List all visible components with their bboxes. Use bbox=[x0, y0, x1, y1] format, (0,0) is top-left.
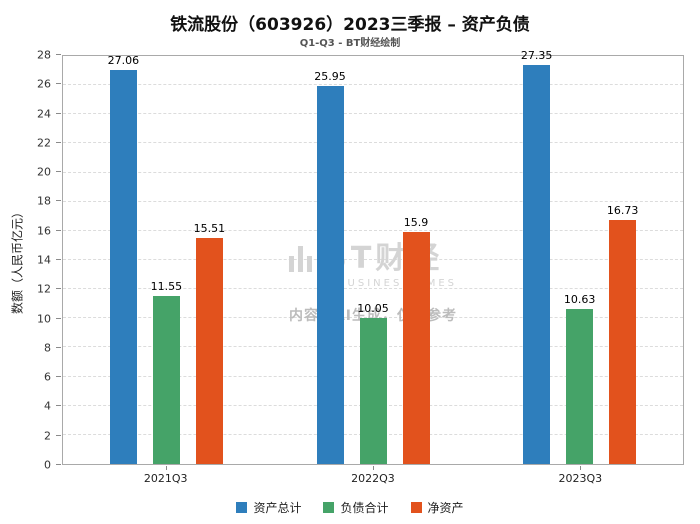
y-tick-mark bbox=[56, 171, 61, 173]
bar-rect bbox=[316, 85, 344, 464]
y-tick-mark bbox=[56, 405, 61, 407]
gridline bbox=[63, 142, 683, 144]
bar-rect bbox=[109, 69, 137, 464]
legend-label: 负债合计 bbox=[340, 501, 389, 515]
y-tick-label: 4 bbox=[44, 399, 51, 413]
y-tick-label: 2 bbox=[44, 429, 51, 443]
bar-rect bbox=[523, 65, 551, 464]
legend-item-净资产: 净资产 bbox=[410, 499, 464, 516]
y-tick-mark bbox=[56, 141, 61, 143]
y-tick-mark bbox=[56, 200, 61, 202]
legend-swatch bbox=[236, 502, 248, 513]
gridline bbox=[63, 288, 683, 290]
gridline bbox=[63, 229, 683, 231]
bar-value-label: 27.06 bbox=[107, 53, 140, 67]
y-tick-label: 16 bbox=[37, 224, 51, 238]
legend-label: 资产总计 bbox=[253, 501, 302, 515]
y-tick-label: 26 bbox=[37, 77, 51, 91]
bar-value-label: 25.95 bbox=[314, 69, 346, 83]
y-tick-mark bbox=[56, 112, 61, 114]
x-tick-mark bbox=[165, 466, 167, 470]
y-tick-mark bbox=[56, 317, 61, 319]
x-tick-mark bbox=[373, 466, 374, 470]
plot-area: BT财经 BUSINESSTIMES 内容由AI生成，仅供参考 27.06 11.… bbox=[62, 50, 684, 465]
bar-value-label: 10.63 bbox=[563, 293, 596, 307]
bar-2021Q3-资产总计: 27.06 bbox=[108, 54, 139, 464]
bar-rect bbox=[566, 309, 594, 464]
y-tick-mark bbox=[56, 346, 61, 348]
bar-group-2021Q3: 27.06 11.55 15.51 bbox=[63, 54, 270, 464]
gridline bbox=[63, 113, 683, 115]
x-tick-label: 2023Q3 bbox=[558, 472, 603, 485]
bar-value-label: 15.51 bbox=[193, 222, 226, 235]
y-tick-label: 20 bbox=[37, 165, 51, 179]
legend-label: 净资产 bbox=[427, 501, 464, 515]
chart-title: 铁流股份（603926）2023三季报 – 资产负债 bbox=[170, 15, 530, 35]
bar-rect bbox=[195, 238, 223, 464]
bar-2022Q3-负债合计: 10.05 bbox=[357, 302, 389, 464]
bar-2022Q3-资产总计: 25.95 bbox=[314, 70, 346, 464]
y-tick-mark bbox=[56, 288, 61, 290]
gridline bbox=[63, 171, 683, 173]
bar-value-label: 11.55 bbox=[150, 279, 183, 293]
legend-swatch bbox=[323, 502, 335, 513]
y-tick-label: 22 bbox=[37, 136, 51, 150]
x-axis-tick-marks bbox=[62, 466, 684, 470]
bar-2023Q3-资产总计: 27.35 bbox=[521, 50, 552, 464]
bar-2023Q3-净资产: 16.73 bbox=[607, 205, 638, 464]
bar-value-label: 15.9 bbox=[403, 216, 429, 230]
y-tick-label: 24 bbox=[37, 107, 51, 121]
bar-rect bbox=[609, 220, 637, 464]
bar-rect bbox=[152, 295, 180, 464]
x-tick-label: 2021Q3 bbox=[143, 472, 188, 485]
bar-2021Q3-净资产: 15.51 bbox=[194, 222, 225, 464]
y-tick-mark bbox=[56, 464, 61, 465]
y-tick-label: 10 bbox=[37, 312, 51, 326]
bar-group-2022Q3: 25.95 10.05 15.9 bbox=[270, 56, 477, 464]
y-tick-mark bbox=[56, 434, 61, 436]
y-tick-label: 14 bbox=[37, 253, 51, 267]
bar-group-2023Q3: 27.35 10.63 16.73 bbox=[476, 50, 683, 464]
y-tick-mark bbox=[56, 54, 61, 55]
y-tick-label: 28 bbox=[37, 48, 51, 62]
x-axis: 2021Q3 2022Q3 2023Q3 bbox=[62, 472, 684, 485]
bar-2021Q3-负债合计: 11.55 bbox=[151, 280, 182, 464]
legend-swatch bbox=[410, 502, 422, 513]
bar-rect bbox=[402, 232, 430, 464]
legend-item-负债合计: 负债合计 bbox=[323, 499, 389, 516]
legend-item-资产总计: 资产总计 bbox=[236, 499, 301, 516]
gridline bbox=[63, 84, 683, 86]
bar-value-label: 27.35 bbox=[520, 49, 553, 63]
chart-legend: 资产总计 负债合计 净资产 bbox=[0, 499, 700, 516]
y-tick-label: 6 bbox=[44, 370, 51, 384]
bars-container: 27.06 11.55 15.51 25.95 10.05 15.9 27.35 10.63 1… bbox=[63, 50, 683, 464]
y-tick-label: 18 bbox=[37, 194, 51, 208]
chart-subtitle: Q1-Q3 - BT财经绘制 bbox=[299, 38, 401, 49]
y-tick-mark bbox=[56, 259, 61, 260]
y-tick-label: 12 bbox=[37, 282, 51, 296]
y-tick-mark bbox=[56, 376, 61, 378]
y-tick-label: 0 bbox=[44, 458, 51, 472]
x-tick-label: 2022Q3 bbox=[351, 472, 395, 485]
y-tick-label: 8 bbox=[44, 341, 51, 355]
bar-value-label: 16.73 bbox=[606, 204, 639, 218]
x-tick-mark bbox=[580, 466, 582, 470]
y-tick-mark bbox=[56, 83, 61, 85]
bar-value-label: 10.05 bbox=[357, 301, 389, 315]
y-tick-mark bbox=[56, 229, 61, 231]
bar-rect bbox=[359, 317, 387, 464]
y-axis: 0 2 4 6 8 10 12 14 16 18 20 22 24 26 28 bbox=[0, 50, 62, 471]
bar-2023Q3-负债合计: 10.63 bbox=[564, 294, 595, 464]
gridline bbox=[63, 200, 683, 202]
bar-2022Q3-净资产: 15.9 bbox=[402, 217, 430, 464]
gridline bbox=[63, 259, 683, 260]
